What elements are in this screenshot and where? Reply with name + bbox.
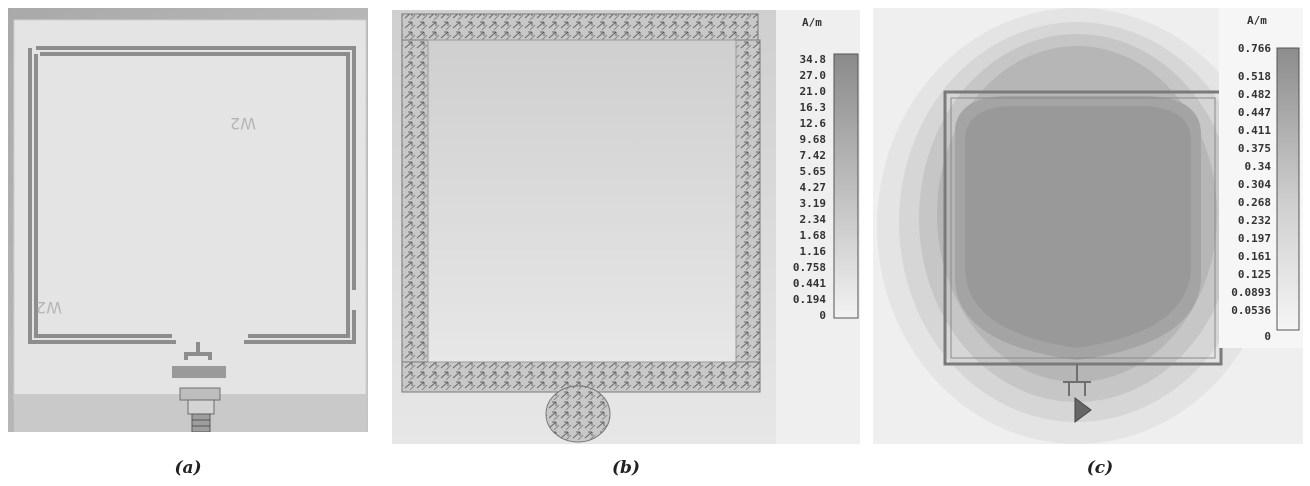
scale-tick: 0.197 <box>1237 232 1271 245</box>
current-vector-plot <box>392 10 860 444</box>
scale-tick: 2.34 <box>799 213 827 226</box>
patch-interior <box>427 39 737 363</box>
scale-tick: 0.518 <box>1237 70 1271 83</box>
scale-tick: 3.19 <box>799 197 827 210</box>
scale-tick: 0.375 <box>1237 142 1271 155</box>
scale-tick: 21.0 <box>799 85 827 98</box>
scale-tick: 34.8 <box>799 53 827 66</box>
board-mark: W2 <box>230 114 256 133</box>
scale-tick: 0.194 <box>792 293 826 306</box>
surface-current-panel: A/m 34.8 27.0 21.0 16.3 12.6 9.68 7.42 5… <box>392 10 860 444</box>
scale-tick: 0.447 <box>1237 106 1271 119</box>
contour-levels <box>877 8 1277 444</box>
scale-tick: 0.125 <box>1237 268 1271 281</box>
scale-unit-label: A/m <box>1247 14 1267 27</box>
port-marker <box>1074 397 1092 423</box>
scale-tick: 0.411 <box>1237 124 1271 137</box>
scale-tick: 7.42 <box>799 149 827 162</box>
scale-tick: 1.68 <box>799 229 827 242</box>
scale-tick: 16.3 <box>799 101 827 114</box>
feed-structure <box>172 342 226 378</box>
scale-tick: 5.65 <box>799 165 827 178</box>
scale-tick: 0.766 <box>1237 42 1271 55</box>
caption-c: (c) <box>1086 458 1114 478</box>
scale-tick: 0.34 <box>1244 160 1272 173</box>
feed-outline <box>1063 364 1091 396</box>
scale-tick: 9.68 <box>799 133 827 146</box>
scale-tick: 0.232 <box>1237 214 1271 227</box>
scale-tick: 0 <box>1264 330 1271 343</box>
scale-tick: 0.758 <box>792 261 826 274</box>
scale-tick: 0.441 <box>792 277 826 290</box>
loop-trace <box>28 46 356 344</box>
scale-tick: 0.304 <box>1237 178 1271 191</box>
photo-panel: W2 W2 <box>8 8 368 432</box>
color-scale-bar <box>833 53 859 319</box>
color-scale-bar <box>1276 47 1300 331</box>
scale-tick: 0.161 <box>1237 250 1271 263</box>
scale-tick: 4.27 <box>799 181 827 194</box>
scale-tick: 0.0893 <box>1231 286 1271 299</box>
scale-unit-label: A/m <box>802 16 822 29</box>
scale-tick: 1.16 <box>799 245 827 258</box>
current-arrows <box>401 13 761 443</box>
caption-a: (a) <box>174 458 202 478</box>
scale-tick: 0.482 <box>1237 88 1271 101</box>
board-mark: W2 <box>36 298 62 317</box>
scale-tick: 27.0 <box>799 69 827 82</box>
sma-connector <box>179 387 221 432</box>
scale-tick: 12.6 <box>799 117 827 130</box>
scale-tick: 0.0536 <box>1231 304 1271 317</box>
field-contour-plot <box>873 8 1303 444</box>
antenna-photo: W2 W2 <box>8 8 368 432</box>
caption-b: (b) <box>612 458 640 478</box>
field-contour-panel: A/m 0.766 0.518 0.482 0.447 0.411 0.375 … <box>873 8 1303 444</box>
scale-tick: 0 <box>819 309 826 322</box>
scale-tick: 0.268 <box>1237 196 1271 209</box>
